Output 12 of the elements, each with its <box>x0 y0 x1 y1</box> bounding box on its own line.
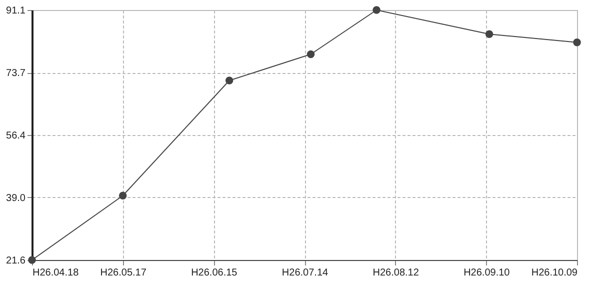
x-tick-label: H26.07.14 <box>282 268 329 278</box>
y-tick-label: 56.4 <box>6 130 26 142</box>
x-tick-label: H26.08.12 <box>372 268 420 278</box>
x-tick-label: H26.05.17 <box>100 268 147 278</box>
x-tick-label: H26.09.10 <box>464 268 510 278</box>
x-tick-label: H26.04.18 <box>32 268 80 278</box>
y-tick-label: 73.7 <box>6 68 26 80</box>
x-tick-label: H26.10.09 <box>531 268 578 278</box>
y-tick-label: 21.6 <box>6 256 26 266</box>
x-tick-label: H26.06.15 <box>191 268 238 278</box>
y-tick-label: 39.0 <box>6 192 26 204</box>
y-tick-label: 91.1 <box>6 6 26 16</box>
